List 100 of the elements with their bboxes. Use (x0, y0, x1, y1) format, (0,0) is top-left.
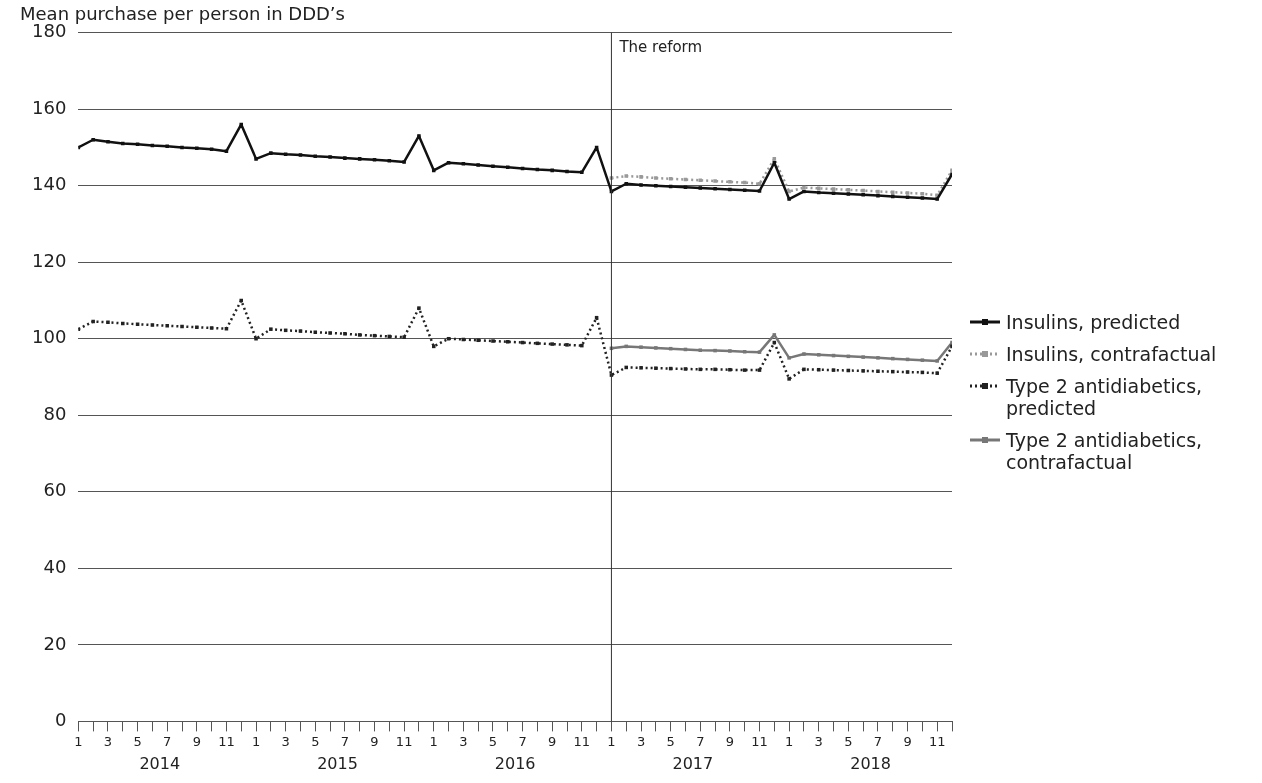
point (757, 181, 762, 186)
point (639, 183, 643, 187)
point (920, 196, 925, 200)
point (861, 193, 865, 197)
point (121, 141, 125, 146)
y-tick-label: 160 (32, 96, 67, 118)
point (506, 165, 510, 170)
x-tick-label: 11 (218, 733, 235, 749)
point (728, 180, 732, 184)
point (402, 335, 406, 339)
point (802, 185, 806, 190)
point (135, 322, 140, 326)
point (298, 329, 303, 333)
point (905, 370, 910, 374)
point (683, 367, 688, 371)
point (195, 146, 199, 150)
point (742, 368, 747, 372)
point (713, 367, 717, 372)
point (269, 151, 273, 155)
point (476, 338, 480, 343)
point (91, 137, 95, 142)
x-tick-label: 1 (74, 733, 83, 749)
x-tick-label: 11 (573, 733, 591, 749)
point (239, 122, 244, 127)
x-tick-label: 11 (395, 733, 413, 749)
point (357, 333, 362, 337)
point (357, 157, 362, 161)
point (150, 323, 155, 327)
point (772, 333, 777, 337)
point (742, 188, 747, 193)
x-tick-label: 11 (928, 733, 946, 749)
point (802, 189, 806, 194)
point (624, 174, 628, 178)
point (935, 197, 939, 201)
point (787, 189, 791, 194)
point (269, 327, 273, 331)
point (343, 156, 347, 160)
point (831, 187, 836, 191)
point (728, 349, 732, 353)
y-tick-label: 20 (43, 632, 67, 654)
point (802, 367, 806, 372)
x-tick-label: 1 (429, 733, 438, 749)
point (654, 346, 658, 350)
text: 2015 (317, 754, 358, 774)
x-tick-label: 5 (844, 733, 853, 749)
text: 2018 (850, 754, 891, 774)
point (876, 369, 880, 374)
point (639, 345, 643, 349)
point (343, 331, 347, 336)
point (402, 160, 406, 164)
point (713, 179, 717, 183)
point (713, 186, 717, 191)
point (106, 320, 110, 325)
point (846, 192, 851, 196)
legend-label: Type 2 antidiabetics, predicted (1006, 374, 1204, 419)
point (165, 323, 169, 328)
point (91, 319, 95, 324)
x-tick-label: 5 (133, 733, 142, 749)
point (491, 164, 495, 168)
point (239, 298, 244, 303)
point (491, 339, 495, 343)
point (728, 187, 732, 192)
point (195, 325, 199, 330)
y-tick-label: 120 (32, 249, 67, 271)
point (742, 349, 747, 354)
legend-label: Insulins, contrafactual (1006, 342, 1217, 365)
point (698, 348, 703, 352)
point (550, 342, 554, 346)
x-tick-label: 5 (488, 733, 498, 749)
point (506, 340, 510, 344)
point (816, 367, 821, 372)
x-tick-label: 7 (873, 733, 883, 749)
x-tick-label: 9 (192, 733, 201, 749)
x-tick-label: 9 (725, 733, 735, 749)
point (431, 344, 436, 349)
point (165, 144, 169, 149)
point (787, 356, 791, 360)
point (565, 343, 569, 347)
point (757, 189, 762, 193)
point (224, 149, 229, 153)
point (580, 170, 584, 175)
point (668, 177, 673, 181)
point (654, 366, 658, 370)
point (328, 331, 332, 335)
x-tick-label: 3 (636, 733, 646, 749)
point (446, 336, 451, 341)
x-tick-label: 3 (103, 733, 113, 749)
point (757, 368, 762, 372)
point (313, 154, 318, 158)
x-tick-label: 3 (459, 733, 468, 749)
point (224, 327, 229, 331)
x-tick-label: 9 (548, 733, 557, 749)
point (254, 157, 258, 161)
point (624, 181, 628, 186)
point (891, 190, 895, 194)
point (891, 194, 895, 199)
x-tick-label: 1 (784, 733, 794, 749)
point (654, 176, 658, 180)
y-tick-label: 100 (32, 326, 67, 348)
point (639, 366, 643, 370)
